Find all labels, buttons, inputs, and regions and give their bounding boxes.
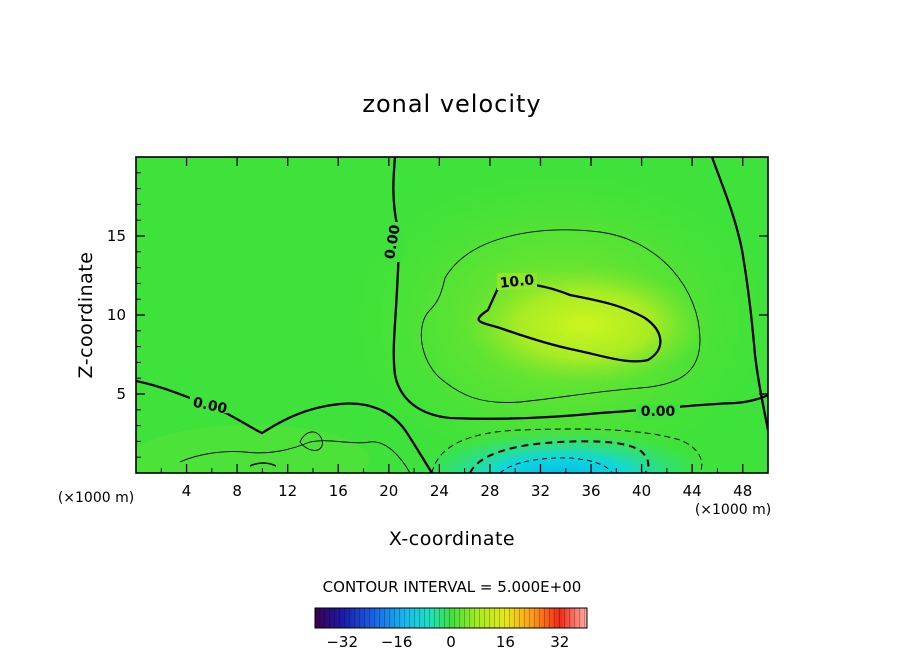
colorbar-tick-label: −16 (381, 633, 413, 651)
x-tick-label: 12 (278, 482, 297, 500)
colorbar-tick-label: 0 (446, 633, 456, 651)
y-tick-label: 5 (116, 385, 126, 403)
x-tick-label: 20 (379, 482, 398, 500)
colorbar-stripes (315, 608, 587, 628)
contour-label: 0.00 (641, 404, 676, 420)
contour-label: 10.0 (499, 272, 535, 292)
x-axis-label: X-coordinate (389, 528, 515, 550)
x-tick-label: 44 (683, 482, 702, 500)
y-tick-label: 15 (107, 227, 126, 245)
x-axis: 4 8 12 16 20 24 28 32 36 40 44 48 (160, 157, 752, 500)
chart-title: zonal velocity (362, 90, 541, 118)
label-bg (383, 222, 403, 262)
colorbar-tick-label: 16 (496, 633, 515, 651)
x-tick-label: 36 (581, 482, 600, 500)
contour-field: 0.00 0.00 0.00 10.0 (136, 157, 768, 473)
contour-10 (477, 282, 662, 363)
contour-small-1 (299, 431, 323, 451)
positive-core (465, 265, 705, 385)
colorbar-frame (314, 607, 588, 629)
contour-5 (420, 229, 701, 403)
contour-small-2 (249, 462, 277, 467)
x-unit-label-left: (×1000 m) (58, 490, 134, 506)
contour-neg-15 (499, 457, 613, 473)
x-tick-label: 40 (632, 482, 651, 500)
x-tick-label: 24 (430, 482, 449, 500)
x-tick-label: 16 (329, 482, 348, 500)
x-tick-label: 4 (182, 482, 192, 500)
colorbar: −32 −16 0 16 32 (314, 607, 588, 651)
y-axis: 5 10 15 (107, 172, 768, 458)
x-tick-label: 28 (480, 482, 499, 500)
colorbar-tick-label: 32 (550, 633, 569, 651)
y-axis-label: Z-coordinate (75, 252, 97, 379)
colorbar-tick-label: −32 (326, 633, 358, 651)
contour-neg-10 (469, 440, 650, 473)
contour-label: 0.00 (382, 223, 404, 260)
colorbar-ticks: −32 −16 0 16 32 (326, 633, 569, 651)
contour-interval-text: CONTOUR INTERVAL = 5.000E+00 (323, 578, 582, 596)
x-tick-label: 8 (232, 482, 242, 500)
y-tick-label: 10 (107, 306, 126, 324)
contour-label: 0.00 (191, 395, 228, 418)
negative-core (410, 430, 710, 473)
contour-neg-5 (431, 428, 703, 473)
x-unit-label-right: (×1000 m) (695, 502, 771, 518)
x-tick-label: 48 (733, 482, 752, 500)
zero-contour-right (710, 157, 768, 431)
x-tick-label: 32 (531, 482, 550, 500)
lower-left-patch (136, 425, 370, 473)
contour-5-left (179, 440, 411, 473)
